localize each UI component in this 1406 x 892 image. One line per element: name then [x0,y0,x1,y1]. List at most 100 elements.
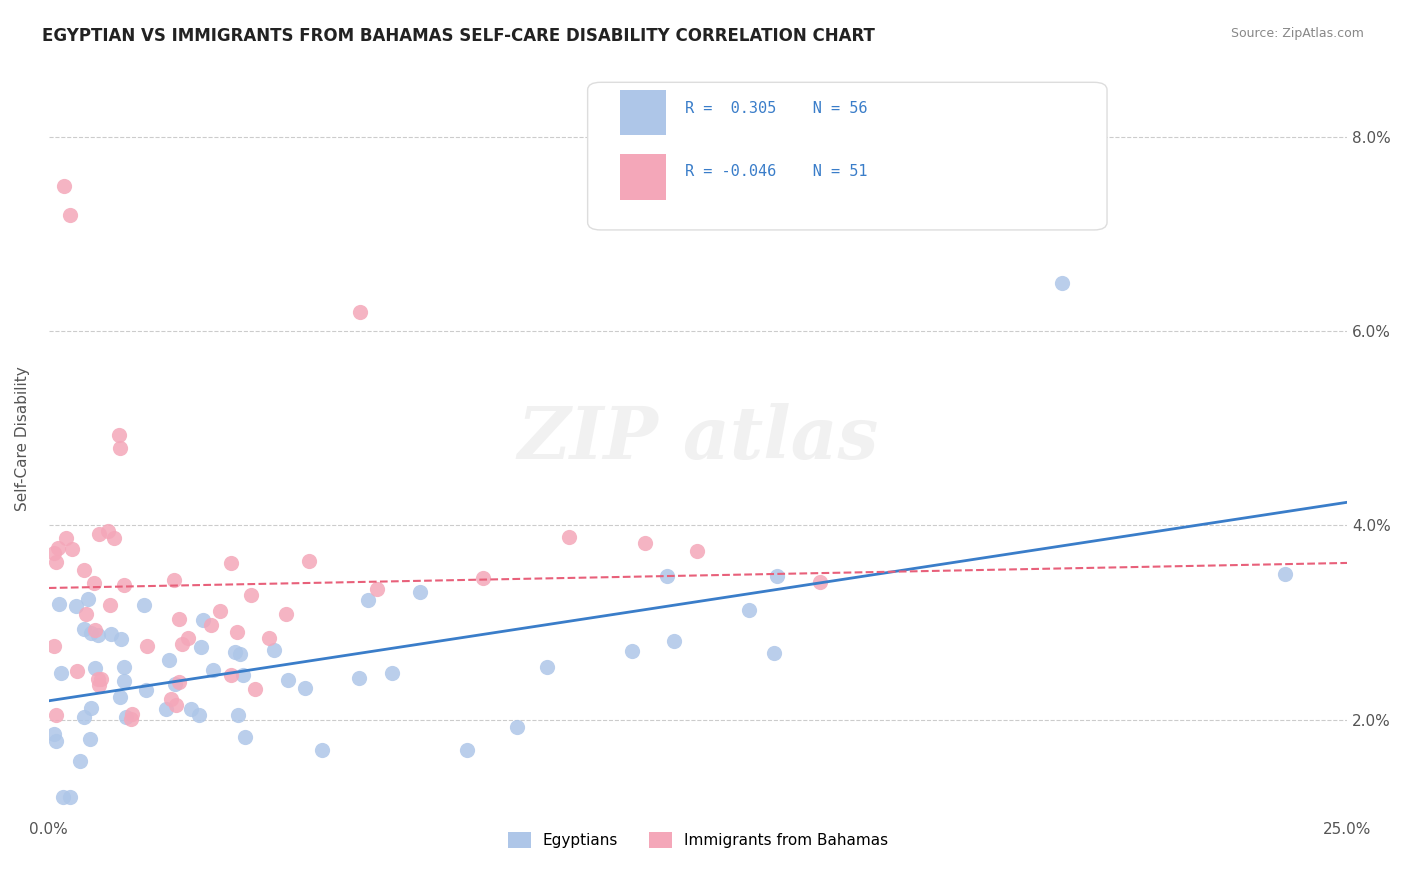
Point [177,632,200,646]
Point [100,627,122,641]
Point [90,673,112,687]
Point [52,790,75,805]
Point [120,712,142,726]
Point [277,673,299,688]
Point [157,653,180,667]
Point [45,734,67,748]
Point [738,603,761,617]
Point [55,531,77,545]
Point [259,631,281,645]
Point [263,642,285,657]
Point [87,678,110,692]
Point [155,702,177,716]
Point [655,569,678,583]
Point [634,536,657,550]
Point [202,663,225,677]
Point [208,604,231,618]
Point [75,607,97,621]
Point [472,571,495,585]
Point [136,639,159,653]
Point [163,573,186,587]
Point [298,554,321,568]
Point [228,647,250,661]
Point [135,683,157,698]
Text: R =  0.305    N = 56: R = 0.305 N = 56 [685,102,868,116]
Point [72,563,94,577]
Point [294,681,316,695]
Point [112,660,135,674]
Point [536,660,558,674]
Point [110,632,132,647]
Point [115,709,138,723]
Point [200,618,222,632]
Point [98,599,121,613]
Point [73,622,96,636]
Point [357,592,380,607]
Point [45,555,67,569]
Point [1050,276,1073,290]
Point [180,701,202,715]
Point [89,527,111,541]
Point [121,707,143,722]
Text: EGYPTIAN VS IMMIGRANTS FROM BAHAMAS SELF-CARE DISABILITY CORRELATION CHART: EGYPTIAN VS IMMIGRANTS FROM BAHAMAS SELF… [42,27,875,45]
FancyBboxPatch shape [620,90,665,136]
Point [662,634,685,648]
Point [235,730,257,744]
Point [763,646,786,660]
Point [76,592,98,607]
Point [232,667,254,681]
Point [274,607,297,622]
Point [165,698,187,712]
Point [620,644,643,658]
Point [48,597,70,611]
Point [381,665,404,680]
Point [80,626,103,640]
Point [73,710,96,724]
Text: R = -0.046    N = 51: R = -0.046 N = 51 [685,164,868,179]
Point [60,541,83,556]
Point [228,708,250,723]
Point [558,530,581,544]
Legend: Egyptians, Immigrants from Bahamas: Egyptians, Immigrants from Bahamas [502,826,894,855]
Point [103,531,125,545]
Point [87,628,110,642]
Point [1274,567,1296,582]
Point [167,612,190,626]
Point [79,731,101,746]
Point [193,613,215,627]
Point [240,588,263,602]
Point [219,668,242,682]
Point [243,681,266,696]
Point [42,546,65,560]
Point [42,639,65,653]
FancyBboxPatch shape [588,82,1107,230]
Point [83,575,105,590]
Point [132,598,155,612]
Point [226,624,249,639]
Point [765,569,787,583]
Point [108,442,131,456]
Point [219,556,242,570]
Y-axis label: Self-Care Disability: Self-Care Disability [15,366,30,510]
Point [366,582,388,597]
Text: Source: ZipAtlas.com: Source: ZipAtlas.com [1230,27,1364,40]
Point [349,305,371,319]
Point [97,524,120,538]
Point [108,428,131,442]
Point [160,691,183,706]
Point [190,640,212,655]
Point [51,666,73,681]
Text: ZIP atlas: ZIP atlas [517,402,879,474]
Point [187,708,209,723]
FancyBboxPatch shape [620,154,665,200]
Point [112,578,135,592]
Point [167,675,190,690]
Point [456,742,478,756]
Point [112,673,135,688]
Point [686,544,709,558]
Point [505,720,527,734]
Point [808,575,831,590]
Point [59,790,82,805]
Point [84,661,107,675]
Point [48,541,70,556]
